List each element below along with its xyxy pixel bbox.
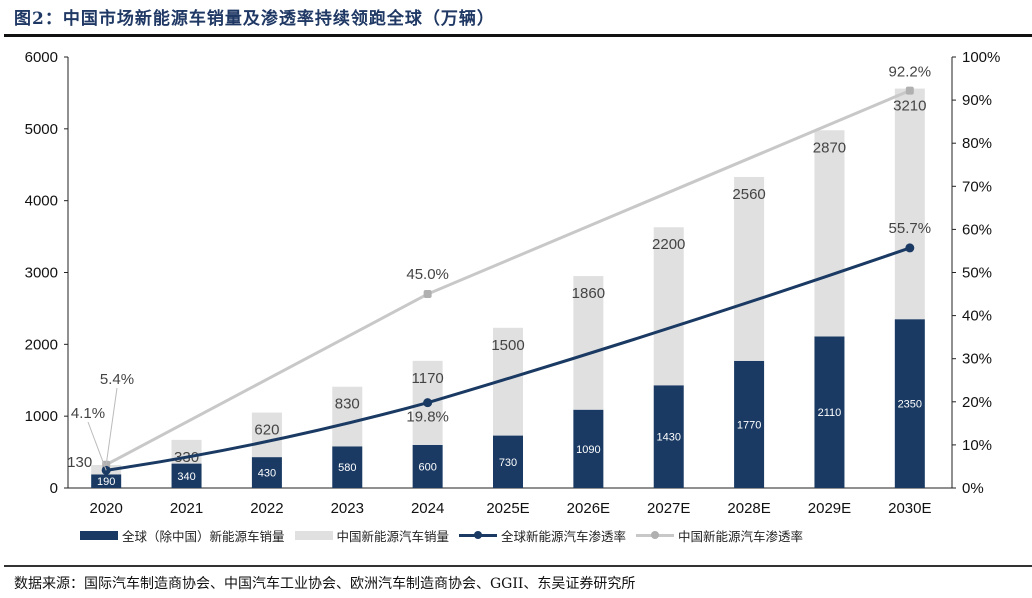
chart-title: 图2：中国市场新能源车销量及渗透率持续领跑全球（万辆） <box>14 9 495 29</box>
x-tick-label: 2020 <box>89 500 122 517</box>
bar-global-ex-china <box>412 444 443 488</box>
x-tick-label: 2029E <box>808 500 851 517</box>
left-tick-label: 3000 <box>25 265 58 282</box>
left-tick-label: 6000 <box>25 49 58 66</box>
data-label-china: 3210 <box>893 98 926 115</box>
right-tick-label: 90% <box>962 92 992 109</box>
bar-global-ex-china <box>653 385 684 488</box>
bar-china <box>814 130 845 337</box>
legend-swatch <box>80 531 118 540</box>
right-tick-label: 80% <box>962 135 992 152</box>
left-tick-label: 4000 <box>25 193 58 210</box>
x-tick-label: 2028E <box>727 500 770 517</box>
bar-global-ex-china <box>573 409 604 488</box>
label-global-rate: 19.8% <box>406 409 449 426</box>
data-label-china: 1860 <box>572 285 605 302</box>
data-label-china: 1500 <box>491 337 524 354</box>
right-tick-label: 10% <box>962 437 992 454</box>
left-tick-label: 1000 <box>25 408 58 425</box>
data-label-global: 430 <box>258 468 276 480</box>
right-tick-label: 0% <box>962 480 984 497</box>
leader-line <box>87 421 107 471</box>
x-tick-label: 2026E <box>567 500 610 517</box>
data-label-global: 2110 <box>818 407 842 419</box>
data-label-global: 1430 <box>656 432 680 444</box>
x-tick-label: 2025E <box>486 500 529 517</box>
marker-china-rate <box>905 86 914 95</box>
legend-label: 全球（除中国）新能源车销量 <box>122 529 285 544</box>
right-tick-label: 20% <box>962 394 992 411</box>
right-tick-label: 60% <box>962 221 992 238</box>
legend: 全球（除中国）新能源车销量 中国新能源汽车销量 全球新能源汽车渗透率 中国新能源… <box>80 526 803 545</box>
legend-item-china-sales: 中国新能源汽车销量 <box>294 526 450 545</box>
bar-china <box>251 412 282 458</box>
x-tick-label: 2030E <box>888 500 931 517</box>
source-rule <box>4 565 1032 567</box>
x-tick-label: 2024 <box>411 500 444 517</box>
data-label-global: 730 <box>499 457 517 469</box>
source-note: 数据来源：国际汽车制造商协会、中国汽车工业协会、欧洲汽车制造商协会、GGII、东… <box>14 576 636 592</box>
label-global-rate: 55.7% <box>889 220 932 237</box>
marker-global-rate <box>423 398 433 408</box>
right-tick-label: 30% <box>962 351 992 368</box>
bar-china <box>653 227 684 386</box>
right-tick-label: 70% <box>962 178 992 195</box>
data-label-china: 130 <box>67 454 92 471</box>
bar-global-ex-china <box>91 474 122 488</box>
bar-global-ex-china <box>493 435 523 488</box>
legend-item-global-sales: 全球（除中国）新能源车销量 <box>80 526 285 545</box>
left-tick-label: 2000 <box>25 336 58 353</box>
bar-global-ex-china <box>814 336 845 488</box>
legend-label: 中国新能源汽车渗透率 <box>678 529 804 544</box>
data-label-global: 600 <box>418 461 436 473</box>
data-label-global: 1090 <box>576 444 600 456</box>
right-tick-label: 100% <box>962 49 1000 66</box>
legend-label: 全球新能源汽车渗透率 <box>501 529 627 544</box>
right-tick-label: 40% <box>962 308 992 325</box>
bar-global-ex-china <box>734 360 765 488</box>
leader-line <box>105 387 118 465</box>
bar-global-ex-china <box>171 463 202 488</box>
bar-china <box>734 176 765 361</box>
bar-china <box>332 386 363 447</box>
left-tick-label: 0 <box>50 480 58 497</box>
legend-label: 中国新能源汽车销量 <box>336 529 450 544</box>
marker-global-rate <box>905 243 915 253</box>
chart: 0 1000 2000 3000 4000 5000 6000 0% 10% 20% 30% 40% 5… <box>25 49 1001 517</box>
label-china-rate: 5.4% <box>100 371 134 388</box>
data-label-china: 830 <box>335 396 360 413</box>
legend-swatch <box>636 531 675 539</box>
legend-swatch <box>294 531 333 540</box>
bar-global-ex-china <box>251 457 282 488</box>
data-label-global: 2350 <box>898 399 922 411</box>
bar-global-ex-china <box>894 319 925 488</box>
marker-china-rate <box>423 290 432 299</box>
left-tick-label: 5000 <box>25 121 58 138</box>
title-rule <box>4 34 1032 37</box>
x-tick-label: 2023 <box>331 500 364 517</box>
right-tick-label: 50% <box>962 265 992 282</box>
data-label-china: 2200 <box>652 236 685 253</box>
data-label-china: 1170 <box>412 370 444 387</box>
bar-china <box>894 88 925 320</box>
data-label-china: 2870 <box>813 139 846 156</box>
data-label-global: 190 <box>97 476 115 488</box>
x-tick-label: 2022 <box>250 500 283 517</box>
legend-swatch <box>459 531 498 539</box>
data-label-global: 1770 <box>737 419 761 431</box>
data-label-china: 620 <box>254 422 279 439</box>
bar-global-ex-china <box>332 446 363 488</box>
data-label-global: 580 <box>338 462 356 474</box>
line-global-rate <box>105 246 911 472</box>
data-label-china: 2560 <box>732 186 765 203</box>
legend-item-china-rate: 中国新能源汽车渗透率 <box>636 526 803 545</box>
label-china-rate: 45.0% <box>406 266 449 283</box>
legend-item-global-rate: 全球新能源汽车渗透率 <box>459 526 626 545</box>
label-global-rate: 4.1% <box>71 405 105 422</box>
bar-china <box>573 276 604 410</box>
label-china-rate: 92.2% <box>889 64 932 81</box>
x-tick-label: 2021 <box>170 500 203 517</box>
x-tick-label: 2027E <box>647 500 690 517</box>
data-label-global: 340 <box>177 471 195 483</box>
